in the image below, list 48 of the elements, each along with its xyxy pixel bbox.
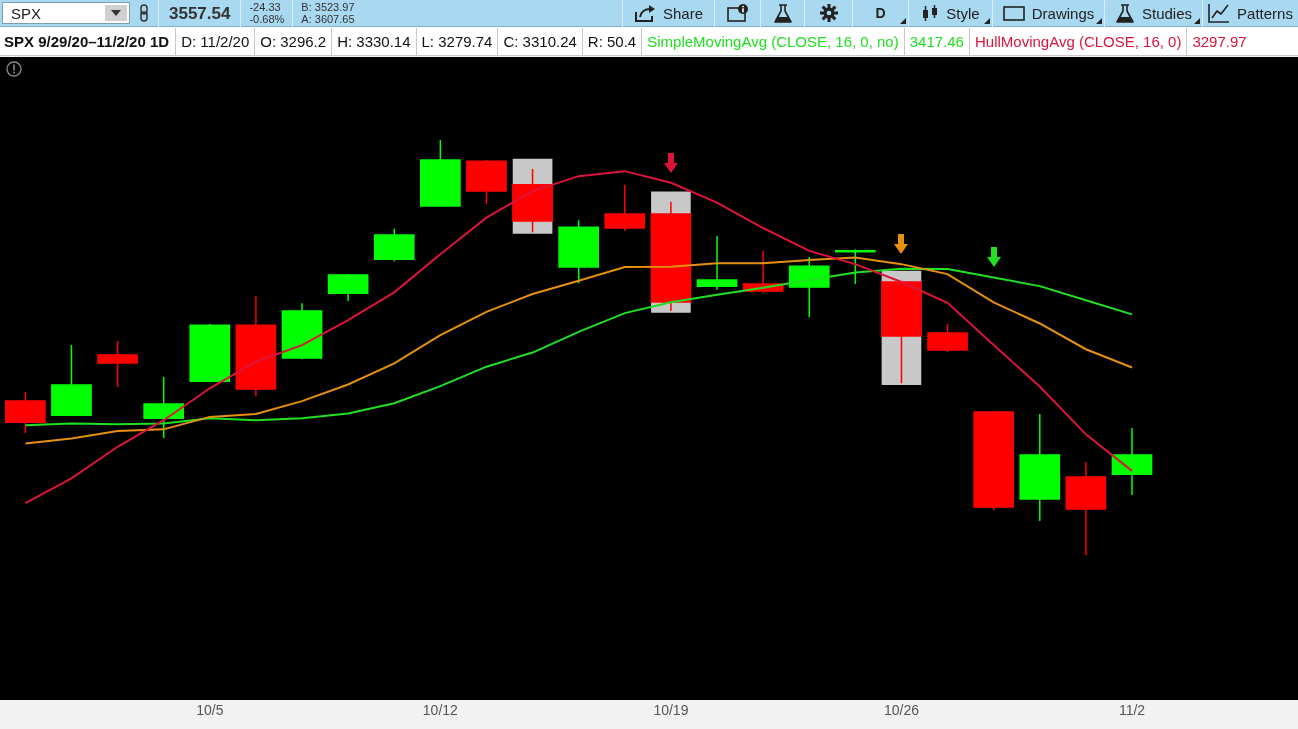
text: 3557.54 <box>158 0 241 27</box>
text: 3297.97 <box>1186 27 1252 55</box>
candlestick <box>143 376 185 439</box>
text: HullMovingAvg (CLOSE, 16, 0) <box>968 27 1187 55</box>
candlestick <box>1111 427 1153 496</box>
text: 3417.46 <box>903 27 969 55</box>
x-tick-label: 11/2 <box>1118 702 1146 718</box>
x-tick-label: 10/5 <box>196 702 224 718</box>
text: -0.68% <box>249 13 285 25</box>
candlestick <box>189 323 231 383</box>
text: D <box>875 5 886 21</box>
text: L: 3279.74 <box>415 27 498 55</box>
text: A: 3607.65 <box>301 13 355 25</box>
candlestick <box>788 256 830 319</box>
text: Drawings <box>1031 4 1095 22</box>
candlestick <box>327 273 369 302</box>
candlestick <box>420 139 461 208</box>
candlestick <box>1065 461 1107 556</box>
candlestick <box>97 340 138 388</box>
x-tick-label: 10/19 <box>653 702 689 718</box>
text: Share <box>662 4 704 22</box>
candlestick <box>973 410 1015 512</box>
x-tick-label: 10/12 <box>422 702 459 718</box>
symbol-field: SPX <box>2 2 130 24</box>
text: O: 3296.2 <box>254 27 332 55</box>
candlestick <box>558 219 600 284</box>
text: D: 11/2/20 <box>175 27 255 55</box>
text: B: 3523.97 <box>301 1 355 13</box>
candlestick <box>5 391 46 434</box>
candlestick <box>604 184 646 232</box>
candlestick <box>51 344 92 417</box>
text: C: 3310.24 <box>497 27 582 55</box>
text: -24.33 <box>249 1 282 13</box>
candlestick <box>466 159 507 205</box>
candlestick <box>235 295 277 397</box>
candlestick <box>696 235 738 291</box>
chart-title: SPX 9/29/20–11/2/20 1D <box>3 32 171 50</box>
x-tick-label: 10/26 <box>883 702 920 718</box>
text: SimpleMovingAvg (CLOSE, 16, 0, no) <box>641 27 904 55</box>
candlestick <box>281 302 323 360</box>
text: Style <box>946 4 980 22</box>
text: R: 50.4 <box>581 27 642 55</box>
candlestick <box>1019 413 1061 522</box>
text: Patterns <box>1237 4 1293 22</box>
candlestick <box>927 323 968 353</box>
text: H: 3330.14 <box>331 27 416 55</box>
text: Studies <box>1141 4 1193 22</box>
candlestick <box>373 228 415 262</box>
